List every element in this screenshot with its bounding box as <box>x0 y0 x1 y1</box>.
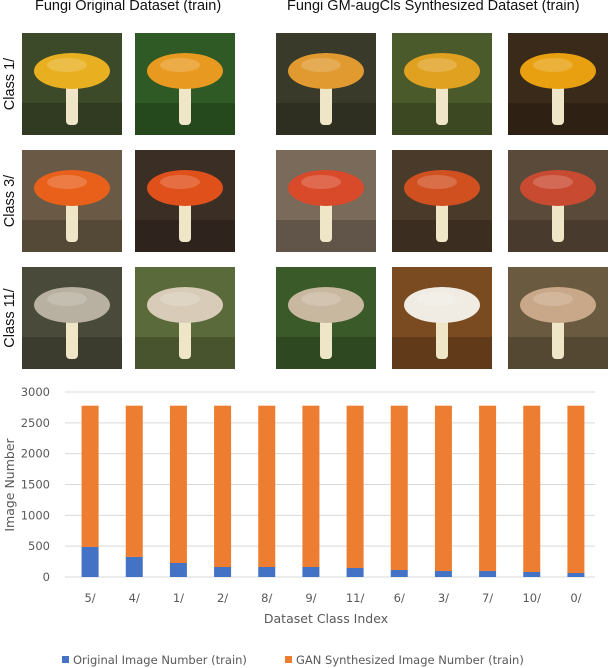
bar-gan-synthesized <box>258 405 276 568</box>
x-tick-label: 7/ <box>482 591 493 605</box>
left-column-title: Fungi Original Dataset (train) <box>35 0 222 14</box>
mushroom-image <box>276 33 376 135</box>
bar-original <box>346 567 364 577</box>
bar-original <box>434 571 452 577</box>
bar-original <box>169 563 187 577</box>
bar-gan-synthesized <box>125 405 143 557</box>
x-tick-label: 8/ <box>261 591 272 605</box>
y-tick-label: 2000 <box>21 447 50 461</box>
x-axis-title: Dataset Class Index <box>264 611 388 626</box>
mushroom-image <box>392 267 492 369</box>
row-label-class-3: Class 3/ <box>2 174 18 228</box>
legend-label-gan: GAN Synthesized Image Number (train) <box>296 653 524 667</box>
mushroom-image <box>276 150 376 252</box>
bar-gan-synthesized <box>346 405 364 568</box>
mushroom-image <box>508 150 608 252</box>
x-tick-label: 2/ <box>217 591 228 605</box>
y-tick-label: 2500 <box>21 416 50 430</box>
bar-gan-synthesized <box>390 405 408 570</box>
x-tick-label: 11/ <box>346 591 365 605</box>
mushroom-image <box>392 33 492 135</box>
mushroom-image <box>135 150 235 252</box>
bar-gan-synthesized <box>479 405 497 572</box>
right-column-title: Fungi GM-augCls Synthesized Dataset (tra… <box>287 0 580 14</box>
y-tick-label: 1000 <box>21 508 50 522</box>
bar-gan-synthesized <box>169 405 187 564</box>
row-label-class-1: Class 1/ <box>2 57 18 111</box>
bar-gan-synthesized <box>302 405 320 568</box>
bar-gan-synthesized <box>567 405 585 573</box>
legend-label-original: Original Image Number (train) <box>73 653 247 667</box>
bar-original <box>125 556 143 577</box>
x-tick-label: 5/ <box>84 591 95 605</box>
y-tick-label: 0 <box>43 570 50 584</box>
bar-gan-synthesized <box>81 405 99 547</box>
bar-gan-synthesized <box>523 405 541 573</box>
mushroom-image <box>22 150 122 252</box>
mushroom-image <box>508 267 608 369</box>
mushroom-image <box>508 33 608 135</box>
bar-original <box>567 572 585 577</box>
mushroom-image <box>276 267 376 369</box>
x-tick-label: 0/ <box>570 591 581 605</box>
mushroom-image <box>22 267 122 369</box>
x-tick-label: 9/ <box>305 591 316 605</box>
x-tick-label: 4/ <box>129 591 140 605</box>
x-tick-label: 10/ <box>522 591 541 605</box>
y-tick-label: 3000 <box>21 385 50 399</box>
x-tick-label: 3/ <box>438 591 449 605</box>
legend-swatch-gan <box>285 656 292 663</box>
y-tick-label: 500 <box>28 539 50 553</box>
x-tick-label: 6/ <box>394 591 405 605</box>
mushroom-image <box>135 267 235 369</box>
y-tick-label: 1500 <box>21 478 50 492</box>
bar-original <box>302 567 320 577</box>
y-axis-title: Image Number <box>2 437 17 531</box>
bar-gan-synthesized <box>434 405 452 572</box>
bar-original <box>523 572 541 577</box>
bar-original <box>81 546 99 577</box>
bar-gan-synthesized <box>214 405 232 568</box>
mushroom-image <box>392 150 492 252</box>
mushroom-image <box>135 33 235 135</box>
mushroom-image <box>22 33 122 135</box>
legend-swatch-original <box>62 656 69 663</box>
bar-original <box>258 567 276 577</box>
bar-original <box>214 567 232 577</box>
bar-original <box>479 571 497 577</box>
row-label-class-11: Class 11/ <box>2 288 18 348</box>
bar-original <box>390 569 408 577</box>
x-tick-label: 1/ <box>173 591 184 605</box>
